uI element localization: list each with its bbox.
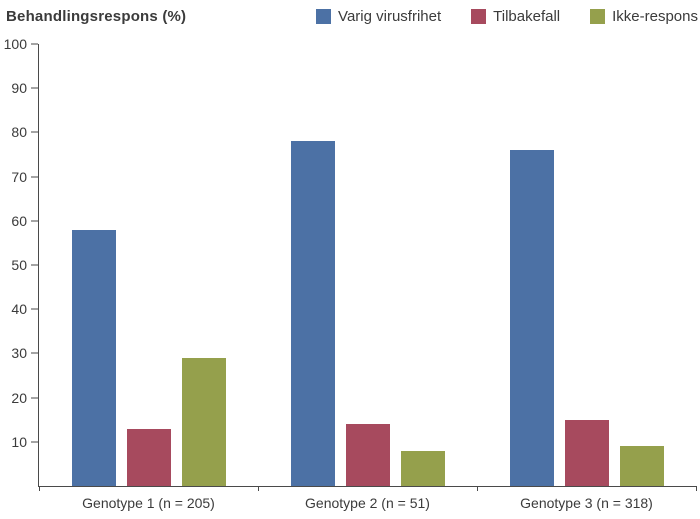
legend-swatch	[316, 8, 332, 24]
chart-title: Behandlingsrespons (%)	[6, 7, 187, 25]
x-tick	[39, 486, 40, 491]
y-tick	[31, 87, 38, 89]
y-tick	[31, 397, 38, 399]
y-tick-label: 30	[11, 345, 27, 362]
bar-tilbakefall	[564, 419, 609, 486]
legend-swatch	[471, 8, 487, 24]
y-tick-label: 20	[11, 389, 27, 406]
legend-label: Tilbakefall	[493, 7, 561, 25]
x-tick	[696, 486, 697, 491]
y-tick-label: 80	[11, 124, 27, 141]
legend-item: Varig virusfrihet	[316, 8, 441, 25]
bar-group	[477, 44, 696, 486]
bar-group	[39, 44, 258, 486]
legend: Varig virusfrihet Tilbakefall Ikke-respons	[316, 8, 698, 25]
chart-header: Behandlingsrespons (%) Varig virusfrihet…	[6, 4, 698, 28]
x-tick	[258, 486, 259, 491]
x-label: Genotype 3 (n = 318)	[520, 495, 653, 511]
bar-tilbakefall	[126, 428, 171, 486]
legend-swatch	[590, 8, 606, 24]
legend-item: Ikke-respons	[590, 8, 698, 25]
bar-varig-virusfrihet	[290, 141, 335, 486]
bar-ikke-respons	[400, 450, 445, 486]
legend-label: Varig virusfrihet	[338, 7, 442, 25]
bar-groups	[39, 44, 696, 486]
y-tick-label: 70	[11, 168, 27, 185]
x-label: Genotype 1 (n = 205)	[82, 495, 215, 511]
y-tick-label: 90	[11, 80, 27, 97]
y-tick	[31, 176, 38, 178]
y-tick-label: 50	[11, 257, 27, 273]
legend-item: Tilbakefall	[471, 8, 560, 25]
bar-group	[258, 44, 477, 486]
bar-ikke-respons	[619, 446, 664, 486]
y-tick-label: 100	[3, 36, 27, 52]
bar-varig-virusfrihet	[71, 229, 116, 486]
x-tick	[477, 486, 478, 491]
y-tick-label: 40	[11, 301, 27, 318]
y-tick	[31, 308, 38, 310]
bar-ikke-respons	[181, 357, 226, 486]
bar-varig-virusfrihet	[509, 150, 554, 486]
y-tick-label: 60	[11, 212, 27, 229]
x-label: Genotype 2 (n = 51)	[305, 495, 430, 511]
bar-tilbakefall	[345, 424, 390, 486]
y-tick	[31, 264, 38, 266]
y-tick	[31, 43, 38, 45]
y-tick	[31, 441, 38, 443]
y-tick	[31, 352, 38, 354]
y-tick-label: 10	[11, 433, 27, 450]
legend-label: Ikke-respons	[612, 7, 698, 25]
y-tick	[31, 131, 38, 133]
y-tick	[31, 220, 38, 222]
plot-area: 10 20 30 40 50 60 70 80 90 100 Genotype 1 (n = 20…	[4, 37, 697, 511]
x-axis-labels: Genotype 1 (n = 205) Genotype 2 (n = 51) G…	[39, 486, 696, 511]
